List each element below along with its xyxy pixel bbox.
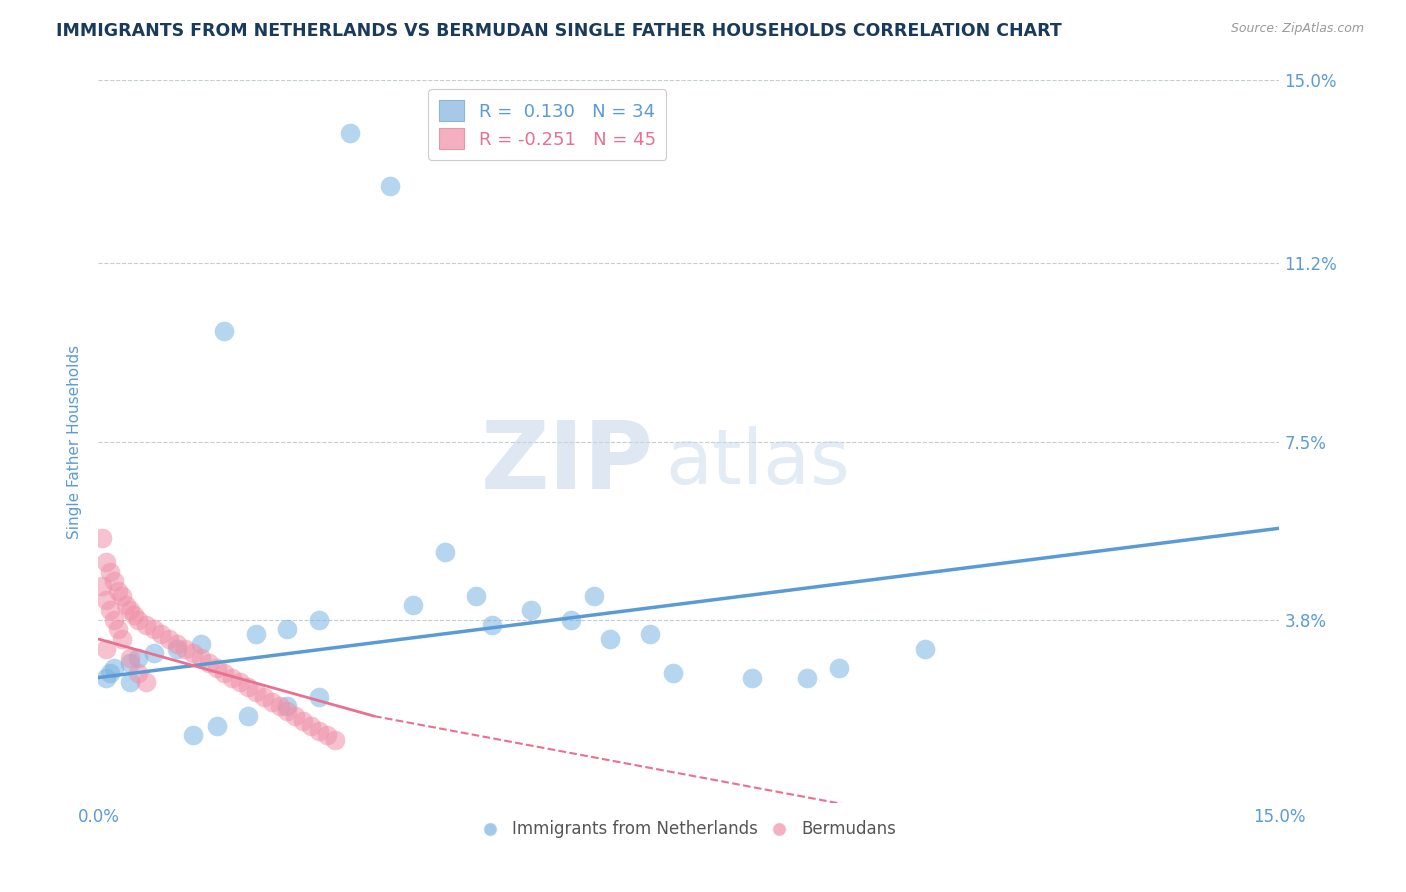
Point (229, 675, 252, 690)
Point (520, 603, 543, 617)
Point (378, 179, 401, 194)
Point (741, 671, 763, 685)
Point (214, 665, 236, 680)
Point (236, 680, 259, 694)
Point (142, 623, 165, 637)
Legend: Immigrants from Netherlands, Bermudans: Immigrants from Netherlands, Bermudans (475, 814, 903, 845)
Point (323, 733, 346, 747)
Point (111, 632, 134, 646)
Point (122, 607, 145, 622)
Point (236, 709, 259, 723)
Point (174, 641, 197, 656)
Point (308, 723, 330, 738)
Point (284, 709, 307, 723)
Point (96, 671, 118, 685)
Point (308, 613, 330, 627)
Point (127, 651, 149, 665)
Point (118, 675, 141, 690)
Point (402, 599, 425, 613)
Point (433, 545, 456, 559)
Point (181, 728, 204, 742)
Point (127, 665, 149, 680)
Point (142, 647, 165, 661)
Point (91, 579, 114, 593)
Point (118, 603, 141, 617)
Text: atlas: atlas (665, 426, 851, 500)
Point (914, 641, 936, 656)
Point (96, 593, 118, 607)
Text: Source: ZipAtlas.com: Source: ZipAtlas.com (1230, 22, 1364, 36)
Point (205, 719, 228, 733)
Point (269, 699, 291, 714)
Point (103, 613, 125, 627)
Point (98, 665, 121, 680)
Point (245, 627, 267, 641)
Point (276, 623, 298, 637)
Point (638, 627, 661, 641)
Point (245, 685, 267, 699)
Point (190, 651, 212, 665)
Point (166, 637, 188, 651)
Point (135, 675, 157, 690)
Point (197, 656, 219, 670)
Point (339, 126, 361, 140)
Point (166, 641, 188, 656)
Point (276, 699, 298, 714)
Point (308, 690, 330, 704)
Point (583, 589, 606, 603)
Point (465, 589, 488, 603)
Point (96, 555, 118, 569)
Point (292, 714, 315, 728)
Point (115, 599, 138, 613)
Point (276, 704, 298, 718)
Point (481, 617, 503, 632)
Text: IMMIGRANTS FROM NETHERLANDS VS BERMUDAN SINGLE FATHER HOUSEHOLDS CORRELATION CHA: IMMIGRANTS FROM NETHERLANDS VS BERMUDAN … (56, 22, 1062, 40)
Point (827, 661, 849, 675)
Y-axis label: Single Father Households: Single Father Households (67, 344, 83, 539)
Point (253, 690, 276, 704)
Point (107, 623, 129, 637)
Point (103, 574, 125, 589)
Point (91, 531, 114, 545)
Point (111, 589, 134, 603)
Point (205, 661, 228, 675)
Point (221, 671, 243, 685)
Point (299, 719, 322, 733)
Point (135, 617, 157, 632)
Point (150, 627, 173, 641)
Point (796, 671, 818, 685)
Point (599, 632, 621, 646)
Point (315, 728, 337, 742)
Point (560, 613, 582, 627)
Point (157, 632, 180, 646)
Point (96, 641, 118, 656)
Point (662, 665, 685, 680)
Point (127, 613, 149, 627)
Text: ZIP: ZIP (481, 417, 654, 509)
Point (181, 647, 204, 661)
Point (98, 565, 121, 579)
Point (118, 656, 141, 670)
Point (214, 324, 236, 338)
Point (260, 695, 283, 709)
Point (98, 603, 121, 617)
Point (118, 651, 141, 665)
Point (103, 661, 125, 675)
Point (107, 583, 129, 598)
Point (190, 637, 212, 651)
